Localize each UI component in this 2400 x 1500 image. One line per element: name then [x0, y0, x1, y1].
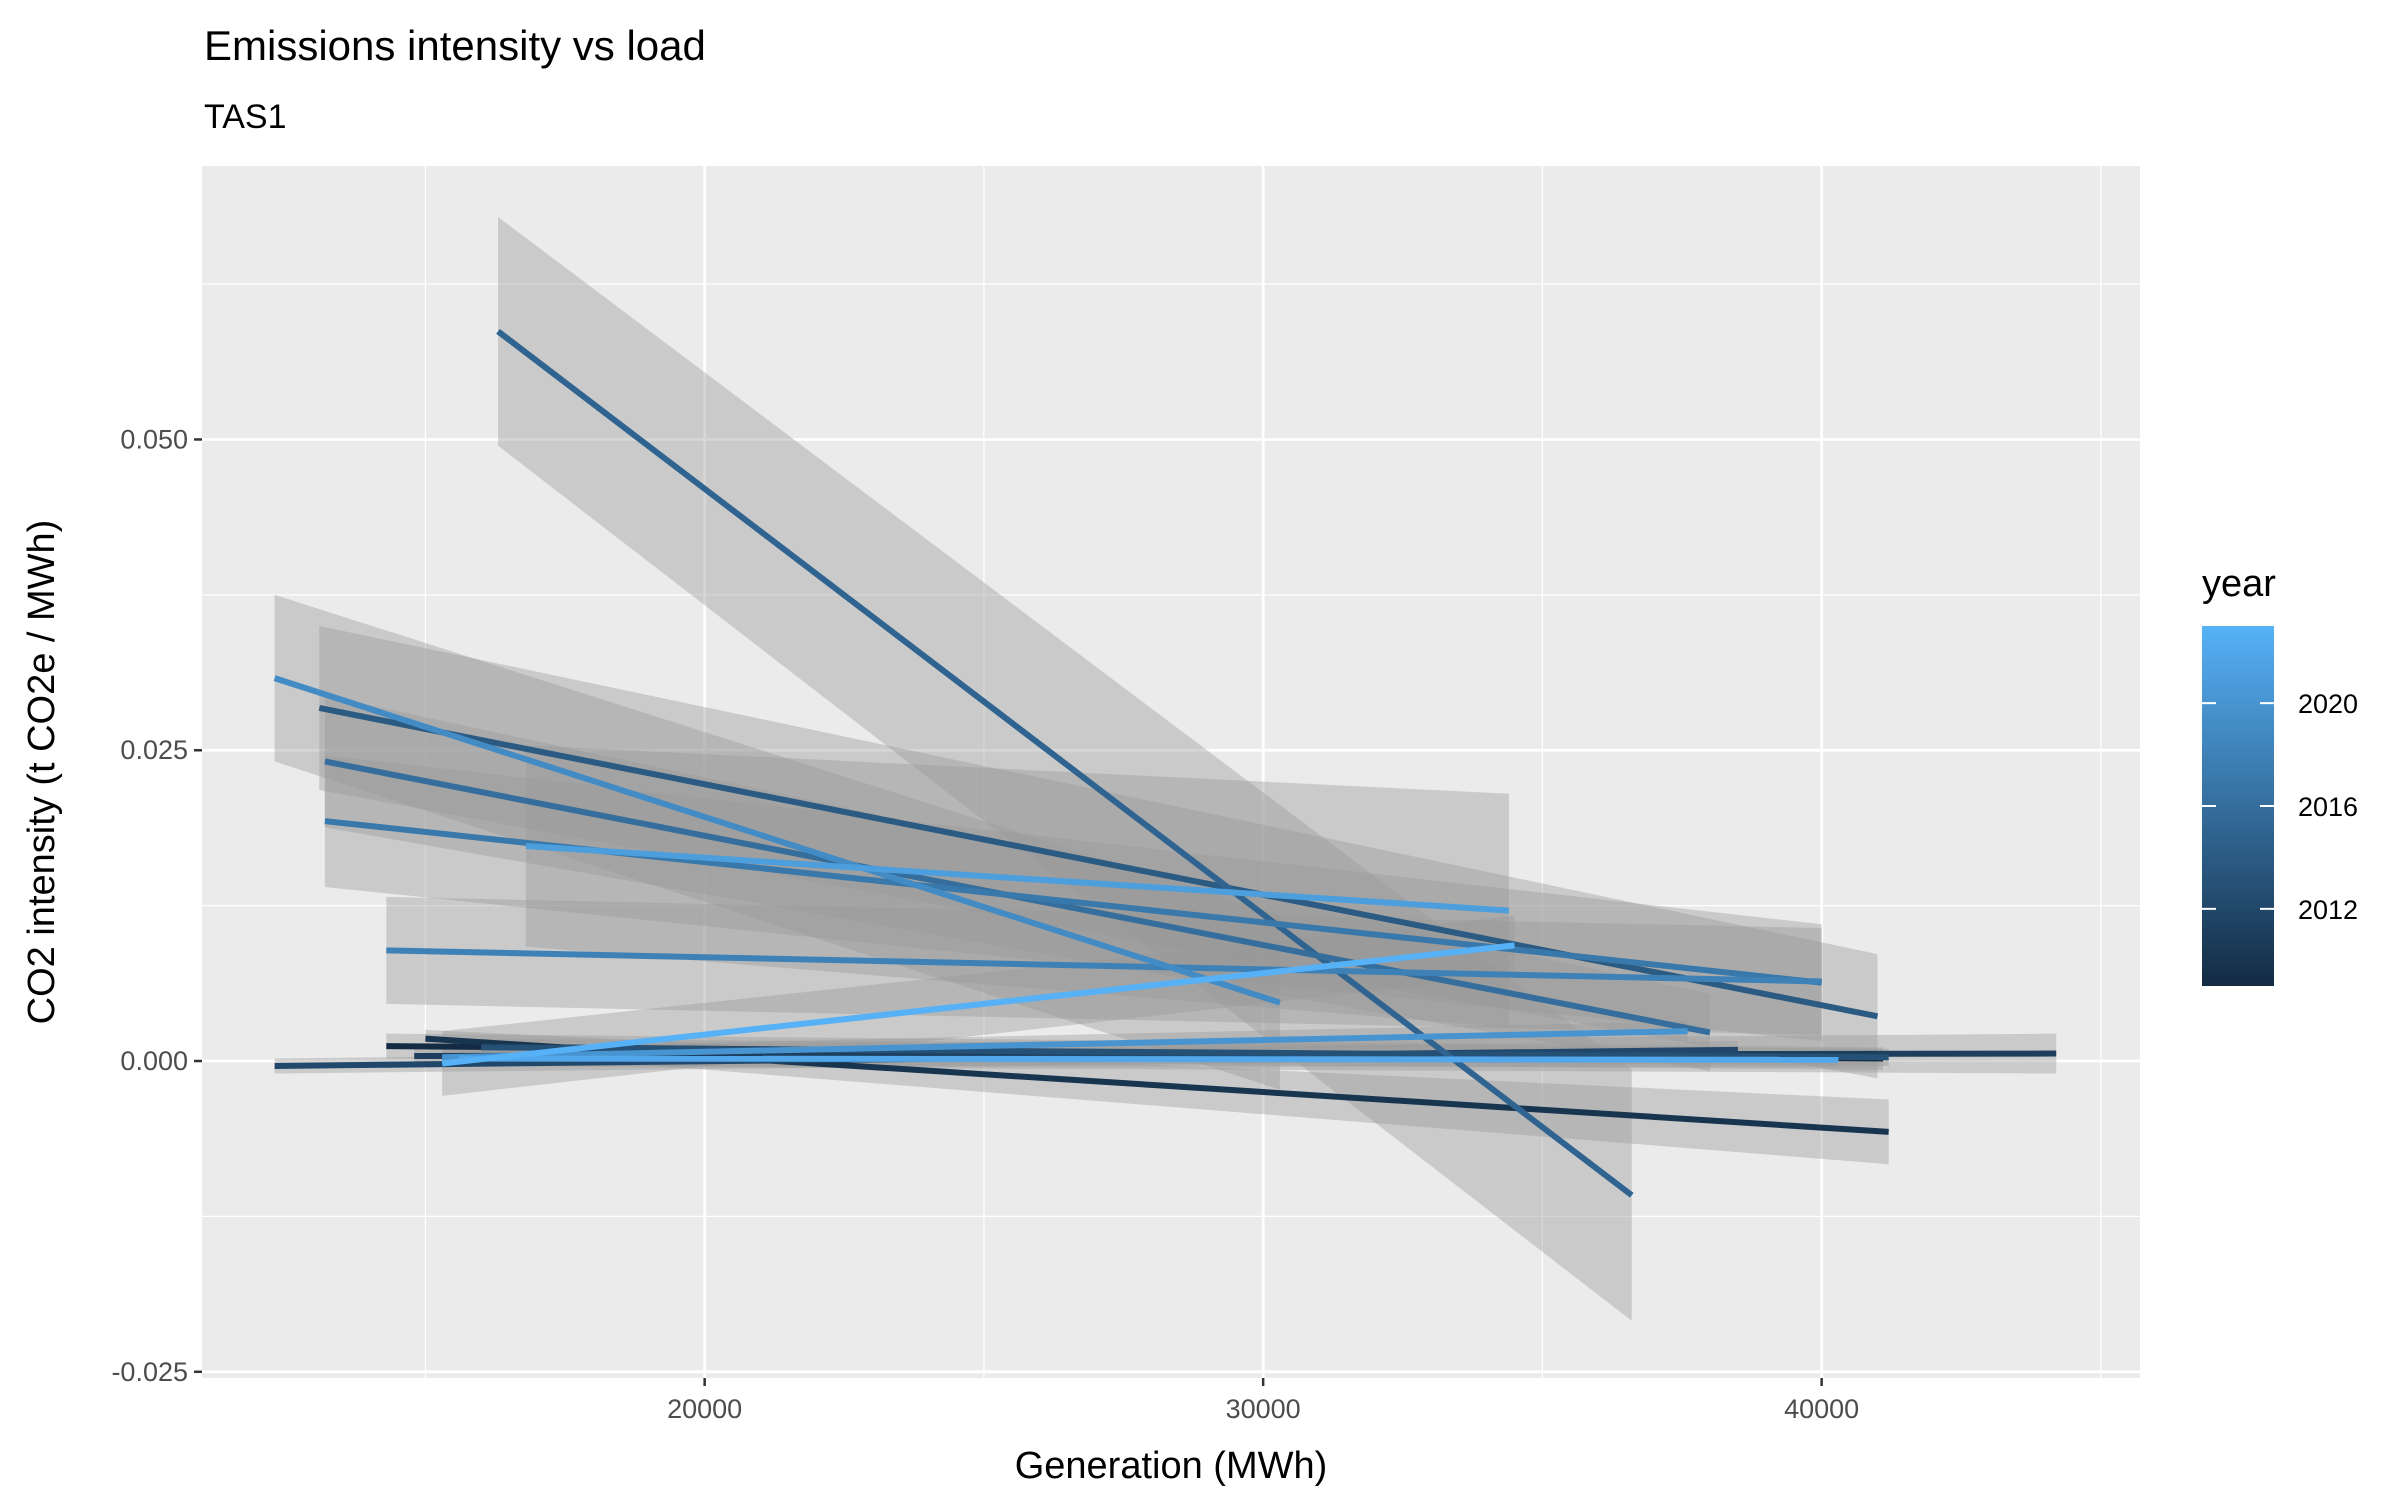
- series-line-2020: [442, 1028, 1688, 1061]
- series-line-2014: [318, 705, 1879, 1020]
- series-line-2015: [496, 328, 1634, 1198]
- ci-band-2014: [319, 625, 1878, 1079]
- legend-ticks: 2012 2016 2020: [2202, 689, 2358, 925]
- ci-band-2017: [324, 755, 1822, 1042]
- y-tick-label: 0.050: [120, 424, 188, 454]
- x-tick-label: 20000: [667, 1394, 742, 1424]
- chart-subtitle: TAS1: [204, 98, 287, 136]
- legend: year 2012 2016 2020: [2202, 563, 2358, 986]
- y-axis: -0.025 0.000 0.025 0.050: [111, 424, 202, 1387]
- y-tick-label: 0.000: [120, 1046, 188, 1076]
- series-line-2021: [525, 842, 1510, 914]
- legend-break-label: 2012: [2298, 895, 2358, 925]
- y-tick-label: -0.025: [111, 1357, 188, 1387]
- x-tick-label: 30000: [1226, 1394, 1301, 1424]
- legend-break-label: 2020: [2298, 689, 2358, 719]
- series-line-2019: [273, 675, 1281, 1006]
- series-line-2023: [441, 942, 1515, 1067]
- chart-title: Emissions intensity vs load: [204, 22, 706, 69]
- ci-band-2015: [498, 216, 1632, 1321]
- ci-band-2016: [324, 695, 1710, 1071]
- legend-break-label: 2016: [2298, 792, 2358, 822]
- y-tick-label: 0.025: [120, 735, 188, 765]
- legend-title: year: [2202, 563, 2276, 605]
- plot-panel: [202, 166, 2140, 1378]
- grid-minor: [202, 166, 2140, 1378]
- x-tick-label: 40000: [1784, 1394, 1859, 1424]
- series-line-2022: [458, 1055, 1839, 1063]
- series-line-2018: [386, 947, 1822, 985]
- y-axis-title: CO2 intensity (t CO2e / MWh): [21, 520, 63, 1025]
- x-axis-title: Generation (MWh): [1015, 1445, 1328, 1487]
- x-axis: 20000 30000 40000: [667, 1378, 1859, 1424]
- regression-lines: [273, 328, 2057, 1198]
